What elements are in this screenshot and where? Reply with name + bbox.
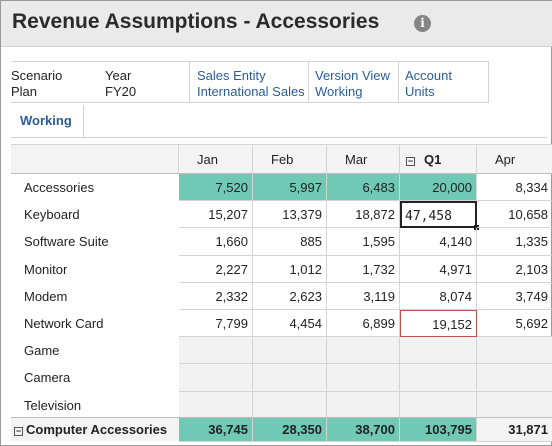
total-cell[interactable]: 28,350	[253, 418, 327, 442]
data-cell[interactable]: 4,971	[400, 255, 477, 283]
data-cell[interactable]: 4,454	[253, 310, 327, 338]
data-cell[interactable]	[477, 337, 552, 365]
total-label-text: Computer Accessories	[26, 422, 168, 437]
total-row-label[interactable]: − Computer Accessories	[11, 418, 167, 442]
data-cell[interactable]	[179, 364, 253, 392]
pov-scenario: Scenario Plan	[11, 68, 62, 100]
data-cell[interactable]	[400, 364, 477, 392]
pov-divider	[308, 62, 309, 102]
data-cell[interactable]: 7,799	[179, 310, 253, 338]
data-cell[interactable]: 885	[253, 228, 327, 256]
data-cell[interactable]: 2,227	[179, 255, 253, 283]
data-cell[interactable]: 15,207	[179, 201, 253, 229]
pov-year-label: Year	[105, 68, 132, 83]
row-label[interactable]: Game	[24, 343, 60, 359]
data-cell[interactable]: 47,458	[400, 201, 479, 231]
data-cell[interactable]: 2,103	[477, 256, 552, 283]
row-label[interactable]: Software Suite	[24, 234, 109, 250]
data-cell[interactable]: 5,692	[477, 310, 552, 338]
data-cell[interactable]: 13,379	[253, 201, 327, 229]
data-cell[interactable]	[400, 391, 477, 419]
pov-year: Year FY20	[105, 68, 136, 100]
tab-bar: Working	[11, 105, 547, 138]
data-cell[interactable]	[400, 337, 477, 365]
data-cell[interactable]	[179, 391, 253, 419]
total-cell[interactable]: 103,795	[400, 418, 477, 442]
collapse-icon[interactable]: −	[406, 156, 415, 166]
data-cell[interactable]: 10,658	[477, 201, 552, 229]
form-header: Revenue Assumptions - Accessories i	[1, 1, 552, 47]
column-header-feb[interactable]: Feb	[253, 145, 327, 174]
point-of-view-bar: Scenario Plan Year FY20 Sales Entity Int…	[11, 61, 489, 103]
pov-scenario-value: Plan	[11, 84, 38, 99]
row-label[interactable]: Accessories	[24, 180, 95, 195]
data-cell[interactable]: 1,335	[477, 228, 552, 256]
row-label[interactable]: Camera	[24, 370, 71, 386]
pov-version-label[interactable]: Version View	[315, 68, 390, 83]
pov-account-value[interactable]: Units	[405, 84, 435, 99]
total-cell[interactable]: 36,745	[179, 418, 253, 442]
pov-account-label[interactable]: Account	[405, 68, 452, 83]
total-row: − Computer Accessories 36,745 28,350 38,700 1…	[11, 417, 552, 442]
data-cell[interactable]: 6,483	[327, 174, 400, 202]
pov-version-value[interactable]: Working	[315, 84, 363, 99]
data-cell[interactable]	[253, 364, 327, 392]
column-header-mar[interactable]: Mar	[327, 145, 400, 174]
column-header-jan[interactable]: Jan	[179, 145, 253, 174]
column-header-q1[interactable]: − Q1	[400, 145, 477, 174]
page-title: Revenue Assumptions - Accessories	[12, 10, 380, 33]
data-cell[interactable]	[327, 364, 400, 392]
data-cell[interactable]	[477, 364, 552, 392]
data-grid: Jan Feb Mar − Q1 Apr Accessories 7,520 5,997 6,48…	[11, 144, 552, 442]
total-cell[interactable]: 38,700	[327, 418, 400, 442]
data-cell[interactable]: 1,660	[179, 228, 253, 256]
data-cell[interactable]: 2,623	[253, 282, 327, 310]
collapse-icon[interactable]: −	[14, 426, 23, 436]
data-cell[interactable]	[477, 391, 552, 419]
data-cell[interactable]: 3,749	[477, 283, 552, 310]
data-cell[interactable]	[253, 391, 327, 419]
data-cell[interactable]	[327, 337, 400, 365]
pov-version[interactable]: Version View Working	[315, 68, 390, 100]
data-cell[interactable]: 1,732	[327, 255, 400, 283]
grid-corner	[11, 145, 179, 174]
data-cell[interactable]: 7,520	[179, 174, 253, 202]
row-label[interactable]: Keyboard	[24, 207, 80, 223]
data-cell[interactable]: 3,119	[327, 282, 400, 310]
pov-year-value: FY20	[105, 84, 137, 99]
column-header-label: Q1	[424, 152, 442, 167]
info-icon[interactable]: i	[414, 15, 431, 32]
row-label[interactable]: Modem	[24, 288, 68, 304]
pov-divider	[189, 62, 190, 102]
pov-sales-entity-value[interactable]: International Sales	[197, 84, 305, 99]
total-cell[interactable]: 31,871	[477, 418, 552, 442]
data-cell[interactable]: 1,595	[327, 228, 400, 256]
pov-sales-entity[interactable]: Sales Entity International Sales	[197, 68, 305, 100]
data-cell[interactable]: 6,899	[327, 310, 400, 338]
data-cell[interactable]: 5,997	[253, 174, 327, 202]
data-cell[interactable]: 2,332	[179, 282, 253, 310]
data-cell[interactable]: 8,074	[400, 282, 477, 310]
column-header-apr[interactable]: Apr	[477, 145, 552, 174]
data-cell[interactable]	[179, 337, 253, 365]
pov-sales-entity-label[interactable]: Sales Entity	[197, 68, 266, 83]
data-cell[interactable]: 19,152	[400, 310, 477, 338]
row-label[interactable]: Monitor	[24, 261, 68, 277]
pov-scenario-label: Scenario	[11, 68, 63, 83]
data-cell[interactable]: 8,334	[477, 174, 552, 202]
data-cell[interactable]	[253, 337, 327, 365]
row-label[interactable]: Television	[24, 397, 82, 413]
data-cell[interactable]: 4,140	[400, 228, 477, 256]
pov-divider	[398, 62, 399, 102]
tab-working[interactable]: Working	[11, 105, 84, 138]
data-cell[interactable]: 20,000	[400, 174, 477, 202]
data-cell[interactable]: 18,872	[327, 201, 400, 229]
data-cell[interactable]	[327, 391, 400, 419]
data-cell[interactable]: 1,012	[253, 255, 327, 283]
pov-account[interactable]: Account Units	[405, 68, 452, 100]
row-label[interactable]: Network Card	[24, 316, 104, 331]
